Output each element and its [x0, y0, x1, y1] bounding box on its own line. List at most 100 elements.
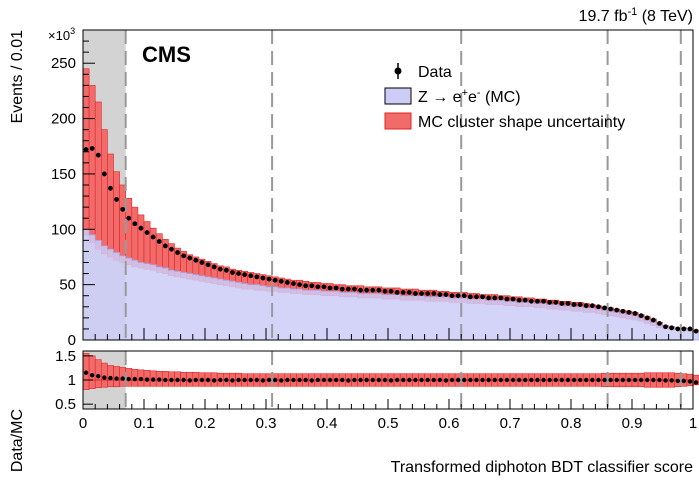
data-point	[474, 294, 479, 300]
data-point	[278, 278, 284, 284]
ratio-point	[83, 370, 89, 375]
ratio-point	[260, 378, 266, 383]
data-point	[321, 284, 327, 290]
y-tick-label-ratio: 0.5	[55, 396, 76, 413]
ratio-point	[541, 377, 546, 383]
ratio-point	[681, 378, 687, 384]
ratio-point	[157, 377, 162, 382]
data-point	[571, 302, 577, 307]
ratio-point	[455, 377, 461, 383]
data-point	[95, 152, 101, 158]
data-point	[260, 275, 266, 281]
legend-unc-label: MC cluster shape uncertainty	[418, 114, 625, 131]
data-point	[358, 287, 363, 293]
ratio-point	[382, 377, 388, 383]
data-point	[162, 243, 168, 249]
data-point	[687, 326, 693, 332]
data-point	[437, 292, 443, 298]
data-point	[101, 171, 107, 177]
data-point	[236, 271, 241, 276]
ratio-point	[553, 377, 558, 383]
ratio-point	[89, 372, 95, 378]
data-point	[205, 262, 211, 268]
ratio-point	[321, 377, 327, 383]
y-tick-label-main: 250	[51, 55, 76, 72]
x-tick-label: 0.3	[256, 415, 277, 432]
ratio-point	[236, 377, 241, 383]
data-point	[547, 299, 553, 305]
ratio-point	[340, 377, 345, 383]
ratio-point	[138, 376, 144, 382]
ratio-point	[193, 377, 199, 383]
band-bin	[143, 221, 151, 270]
ratio-point	[242, 377, 247, 383]
ratio-point	[187, 378, 192, 383]
data-point	[138, 225, 144, 231]
data-point	[144, 230, 150, 236]
ratio-point	[651, 377, 656, 383]
data-point	[663, 324, 668, 330]
ratio-point	[407, 377, 412, 383]
data-point	[83, 147, 89, 152]
ratio-point	[693, 380, 699, 385]
ratio-point	[346, 378, 351, 383]
data-point	[565, 301, 571, 306]
ratio-point	[590, 377, 595, 383]
x-tick-label: 0.9	[622, 415, 643, 432]
data-point	[291, 281, 296, 286]
ratio-point	[437, 377, 443, 383]
ratio-point	[516, 377, 522, 383]
data-point	[559, 301, 565, 306]
data-point	[528, 298, 534, 304]
data-point	[266, 276, 272, 282]
y-tick-label-main: 200	[51, 111, 76, 128]
data-point	[199, 260, 205, 265]
ratio-point	[150, 377, 156, 382]
data-point	[535, 298, 540, 304]
legend-data-marker	[394, 67, 402, 75]
data-point	[254, 274, 260, 280]
x-tick-label: 0.5	[378, 415, 399, 432]
data-point	[156, 239, 162, 244]
data-points	[83, 146, 699, 334]
ratio-point	[425, 377, 430, 383]
data-point	[516, 297, 522, 303]
data-point	[498, 295, 504, 301]
data-point	[364, 287, 370, 293]
data-point	[675, 326, 681, 332]
experiment-label: CMS	[142, 42, 191, 67]
ratio-point	[333, 377, 339, 383]
ratio-point	[608, 377, 613, 383]
y-scale-factor: ×103	[48, 26, 75, 43]
legend-entry-mc: Z → e+e- (MC)	[384, 87, 521, 106]
ratio-point	[614, 377, 619, 383]
data-point	[400, 289, 406, 295]
ratio-point	[114, 376, 119, 381]
data-point	[370, 287, 376, 293]
data-point	[394, 289, 400, 295]
legend-entry-data: Data	[394, 63, 452, 81]
ratio-point	[510, 377, 516, 383]
ratio-point	[577, 377, 583, 383]
data-point	[467, 294, 473, 300]
legend-entry-uncertainty: MC cluster shape uncertainty	[384, 112, 625, 131]
data-point	[632, 311, 638, 316]
data-point	[89, 146, 95, 151]
ratio-point	[230, 378, 235, 383]
ratio-point	[297, 377, 302, 383]
data-point	[309, 283, 315, 289]
legend: Data Z → e+e- (MC) MC cluster shape unce…	[384, 63, 625, 131]
category-boundaries-ratio	[124, 351, 682, 409]
data-point	[589, 303, 595, 309]
data-point	[522, 297, 528, 303]
ratio-point	[199, 377, 205, 383]
ratio-point	[279, 378, 284, 383]
data-point	[461, 293, 467, 299]
data-point	[419, 291, 424, 296]
data-point	[284, 280, 290, 285]
luminosity-label: 19.7 fb-1 (8 TeV)	[579, 6, 693, 25]
legend-mc-label: Z → e+e- (MC)	[418, 87, 521, 106]
data-point	[425, 291, 431, 296]
band-bin	[101, 129, 108, 254]
